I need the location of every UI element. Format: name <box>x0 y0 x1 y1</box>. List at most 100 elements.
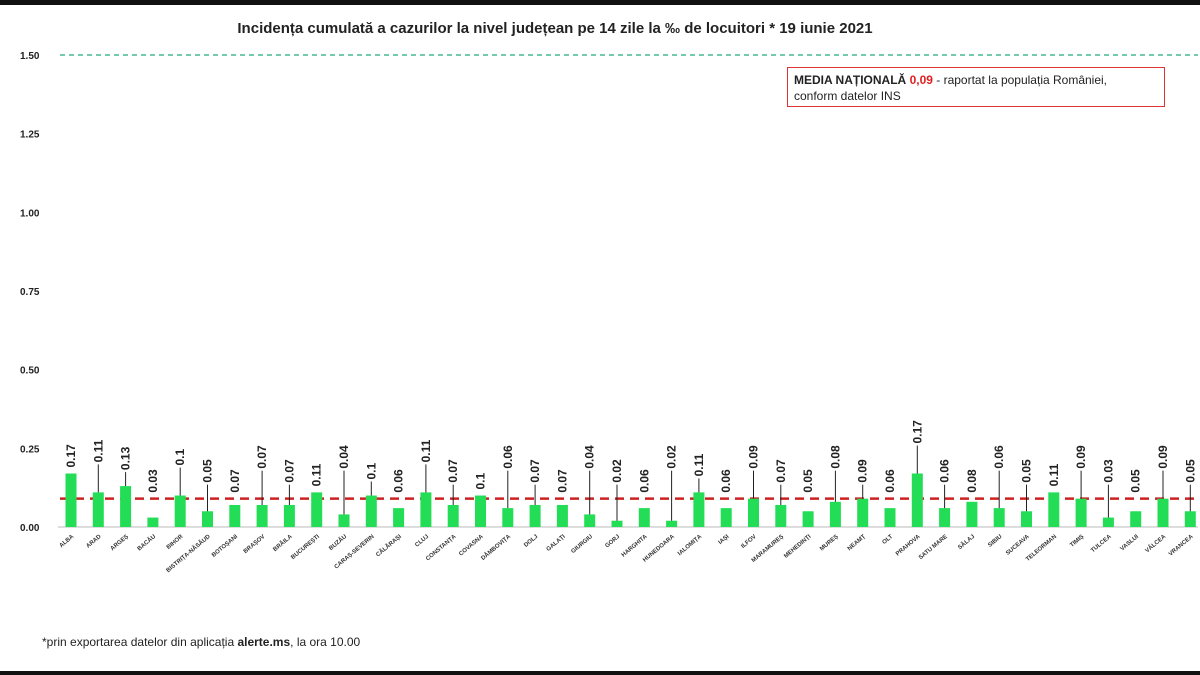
y-tick-label: 0.25 <box>20 444 40 455</box>
footnote-prefix: *prin exportarea datelor din aplicația <box>42 635 238 649</box>
bar <box>720 508 732 527</box>
category-label: SIBIU <box>987 534 1003 549</box>
value-label: 0.09 <box>1156 445 1170 469</box>
y-tick-label: 1.25 <box>20 130 40 141</box>
bar <box>611 520 623 527</box>
value-label: 0.02 <box>610 459 624 483</box>
bar <box>475 495 486 527</box>
category-label: GALAȚI <box>546 534 567 553</box>
value-label: 0.1 <box>173 449 187 466</box>
value-label: 0.05 <box>1020 459 1034 483</box>
category-label: COVASNA <box>458 534 485 558</box>
bar <box>420 492 432 527</box>
value-label: 0.06 <box>719 469 733 493</box>
value-label: 0.17 <box>64 444 78 468</box>
value-label: 0.13 <box>119 446 133 470</box>
category-label: ARGEȘ <box>110 534 130 552</box>
bar <box>174 495 186 527</box>
bar <box>584 514 596 527</box>
bar <box>857 498 869 527</box>
national-average-value: 0,09 <box>909 73 933 87</box>
category-label: SUCEAVA <box>1005 534 1031 557</box>
value-label: 0.11 <box>419 439 433 462</box>
value-label: 0.06 <box>392 469 406 493</box>
value-label: 0.07 <box>528 459 542 483</box>
bar <box>365 495 377 527</box>
category-label: BIHOR <box>166 534 185 551</box>
bar <box>529 504 541 527</box>
y-tick-label: 0.75 <box>20 287 40 298</box>
value-label: 0.02 <box>665 445 679 469</box>
bar <box>666 520 678 527</box>
value-label: 0.07 <box>774 459 788 483</box>
bar <box>1075 498 1087 527</box>
bar <box>229 504 241 527</box>
category-label: CĂLĂRAȘI <box>375 533 404 559</box>
category-label: SĂLAJ <box>957 533 977 551</box>
category-label: ILFOV <box>740 534 757 550</box>
category-label: ALBA <box>59 534 76 550</box>
value-label: 0.08 <box>965 469 979 493</box>
value-label: 0.06 <box>938 459 952 483</box>
value-label: 0.11 <box>310 463 324 486</box>
category-label: BOTOȘANI <box>211 534 239 559</box>
bar <box>338 514 350 527</box>
bar <box>393 508 405 527</box>
top-border <box>0 0 1200 5</box>
category-label: ARAD <box>85 534 103 550</box>
bar <box>1157 498 1169 527</box>
value-label: 0.09 <box>747 445 761 469</box>
category-label: BISTRIȚA-NĂSĂUD <box>165 533 212 574</box>
bar <box>966 501 978 527</box>
category-label: MEHEDINȚI <box>783 534 812 560</box>
category-label: DÂMBOVIȚA <box>480 533 513 562</box>
footnote-app: alerte.ms <box>237 635 291 649</box>
value-label: 0.06 <box>883 469 897 493</box>
bar <box>120 486 132 527</box>
category-label: BRAȘOV <box>243 534 267 555</box>
category-label: TULCEA <box>1090 534 1113 555</box>
category-label: PRAHOVA <box>895 534 922 558</box>
value-label: 0.04 <box>337 445 351 469</box>
value-label: 0.03 <box>1101 459 1115 483</box>
value-label: 0.07 <box>282 459 296 483</box>
value-label: 0.05 <box>801 469 815 493</box>
value-label: 0.05 <box>1183 459 1197 483</box>
national-average-label: MEDIA NAȚIONALĂ <box>794 73 907 87</box>
footnote-suffix: , la ora 10.00 <box>290 635 361 649</box>
bar <box>1021 511 1032 527</box>
bar <box>311 492 323 527</box>
bar <box>202 511 213 527</box>
bar <box>693 492 705 527</box>
value-label: 0.09 <box>856 459 870 483</box>
bar <box>92 492 104 527</box>
value-label: 0.05 <box>1129 469 1143 493</box>
bar <box>939 508 951 527</box>
bar <box>911 473 923 527</box>
y-tick-label: 0.00 <box>20 523 40 534</box>
value-label: 0.1 <box>364 463 378 480</box>
category-label: TIMIȘ <box>1069 534 1085 549</box>
value-label: 0.07 <box>255 445 269 469</box>
category-label: BACĂU <box>136 533 157 552</box>
category-label: IAȘI <box>718 534 731 546</box>
bar <box>993 508 1005 527</box>
bar <box>1048 492 1060 527</box>
value-label: 0.05 <box>201 459 215 483</box>
bar <box>748 498 759 527</box>
y-tick-label: 1.50 <box>20 51 40 62</box>
category-label: OLT <box>882 534 895 546</box>
footnote: *prin exportarea datelor din aplicația a… <box>42 635 360 649</box>
bar <box>1130 511 1142 527</box>
category-label: NEAMȚ <box>847 534 867 553</box>
category-label: IALOMIȚA <box>677 534 704 558</box>
category-label: MUREȘ <box>819 534 839 553</box>
bar <box>256 504 268 527</box>
national-average-box: MEDIA NAȚIONALĂ 0,09 - raportat la popul… <box>787 67 1165 107</box>
bar <box>802 511 814 527</box>
value-label: 0.11 <box>91 439 105 462</box>
value-label: 0.04 <box>583 445 597 469</box>
category-label: HARGHITA <box>621 534 649 559</box>
category-label: DOLJ <box>523 534 539 549</box>
